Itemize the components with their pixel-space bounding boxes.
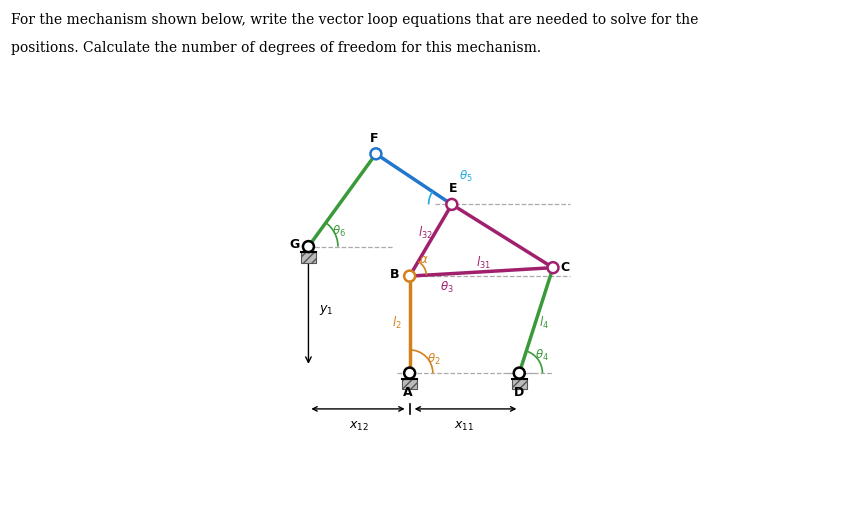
Text: $x_{11}$: $x_{11}$	[454, 420, 474, 432]
Text: A: A	[402, 386, 412, 399]
Text: E: E	[448, 182, 457, 195]
Circle shape	[404, 271, 415, 281]
Text: $\theta_2$: $\theta_2$	[427, 352, 440, 367]
Circle shape	[302, 241, 314, 252]
Text: C: C	[560, 261, 569, 274]
Text: B: B	[389, 268, 399, 281]
Text: $\theta_5$: $\theta_5$	[459, 169, 473, 184]
Text: $x_{12}$: $x_{12}$	[348, 420, 369, 432]
Text: $\alpha$: $\alpha$	[418, 252, 428, 266]
Text: positions. Calculate the number of degrees of freedom for this mechanism.: positions. Calculate the number of degre…	[11, 41, 540, 55]
Text: For the mechanism shown below, write the vector loop equations that are needed t: For the mechanism shown below, write the…	[11, 13, 698, 27]
Text: $\theta_3$: $\theta_3$	[440, 279, 453, 295]
Text: $y_1$: $y_1$	[319, 303, 333, 317]
Text: $l_2$: $l_2$	[392, 314, 401, 331]
Text: D: D	[514, 386, 524, 399]
Text: $l_{32}$: $l_{32}$	[417, 225, 433, 241]
Circle shape	[370, 148, 381, 160]
Circle shape	[547, 262, 558, 273]
Text: G: G	[289, 238, 299, 251]
Text: F: F	[369, 132, 377, 145]
Text: $l_4$: $l_4$	[538, 314, 548, 331]
Circle shape	[446, 199, 457, 210]
Bar	[301, 252, 315, 263]
Text: $\theta_4$: $\theta_4$	[535, 347, 549, 363]
Circle shape	[513, 368, 524, 378]
Text: $l_{31}$: $l_{31}$	[475, 255, 491, 271]
Bar	[511, 378, 527, 389]
Bar	[401, 378, 417, 389]
Circle shape	[404, 368, 415, 378]
Text: $\theta_6$: $\theta_6$	[331, 224, 345, 239]
